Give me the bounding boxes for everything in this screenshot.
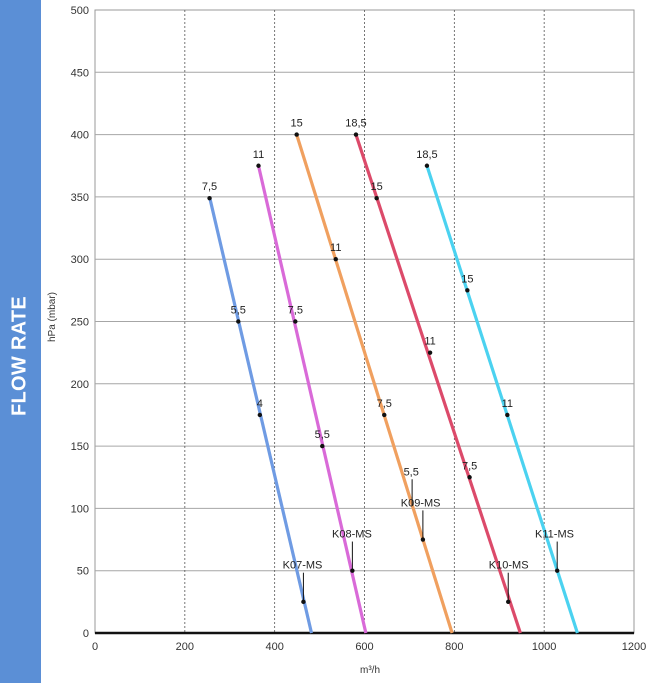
axes: 0 50 100 150 200 250 300 350 400 450 500 0 200 400 600… — [71, 5, 647, 653]
y-tick-label: 200 — [71, 379, 89, 391]
y-axis-title: hPa (mbar) — [47, 292, 58, 342]
data-point — [505, 412, 510, 418]
data-point — [465, 288, 470, 293]
point-label: 7,5 — [377, 398, 392, 410]
x-tick-label: 1200 — [622, 641, 646, 653]
point-label: 15 — [461, 273, 473, 285]
data-point — [424, 163, 430, 168]
series-line-k09-ms — [295, 134, 454, 634]
annotation-label: K09-MS — [401, 497, 441, 509]
labels: 7,5 5,5 4 11 7,5 5,5 15 11 7,5 18,5 15 11 7,5 18,5 15 1… — [202, 118, 574, 602]
section-title: FLOW RATE — [8, 295, 31, 417]
x-tick-label: 600 — [355, 641, 373, 653]
x-tick-label: 800 — [445, 641, 463, 653]
data-point — [467, 475, 472, 480]
x-tick-label: 0 — [92, 641, 98, 653]
flow-rate-chart: 0 50 100 150 200 250 300 350 400 450 500 0 200 400 600… — [47, 5, 647, 676]
x-tick-label: 400 — [265, 641, 283, 653]
point-label: 4 — [257, 398, 263, 410]
series-line-k10-ms — [354, 134, 522, 634]
point-label: 11 — [424, 336, 435, 348]
annotation-label: 5,5 — [404, 466, 419, 478]
y-tick-label: 450 — [71, 67, 89, 79]
data-point — [374, 195, 379, 201]
data-point — [353, 132, 359, 137]
point-label: 11 — [330, 242, 341, 254]
data-point — [293, 319, 298, 324]
annotation-label: K07-MS — [283, 560, 323, 572]
y-tick-label: 300 — [71, 254, 89, 266]
point-label: 5,5 — [315, 429, 330, 441]
y-tick-label: 0 — [83, 628, 89, 640]
data-point — [427, 350, 433, 355]
x-tick-label: 1000 — [532, 641, 556, 653]
y-tick-label: 500 — [71, 5, 89, 17]
data-point — [294, 132, 299, 137]
data-point — [382, 412, 387, 418]
y-tick-label: 150 — [71, 441, 89, 453]
point-label: 5,5 — [231, 305, 246, 317]
annotation-label: K11-MS — [535, 529, 574, 541]
annotation-label: K10-MS — [489, 560, 529, 572]
series-line-k08-ms — [256, 165, 368, 634]
point-label: 7,5 — [462, 460, 477, 472]
x-axis-title: m³/h — [360, 665, 380, 676]
series-line-k11-ms — [425, 165, 579, 634]
y-tick-label: 100 — [71, 503, 89, 515]
point-label: 15 — [371, 181, 383, 193]
data-point — [256, 163, 261, 168]
data-point — [207, 195, 212, 201]
point-label: 11 — [502, 398, 513, 410]
y-tick-label: 250 — [71, 317, 89, 329]
data-point — [320, 443, 325, 449]
y-tick-label: 350 — [71, 192, 89, 204]
point-label: 18,5 — [416, 149, 437, 161]
point-label: 18,5 — [345, 118, 366, 130]
y-tick-label: 400 — [71, 130, 89, 142]
annotation-label: K08-MS — [332, 529, 372, 541]
point-label: 11 — [253, 149, 264, 161]
point-label: 15 — [291, 118, 303, 130]
data-point — [333, 257, 338, 262]
point-label: 7,5 — [202, 181, 217, 193]
data-point — [236, 319, 241, 324]
side-band — [0, 0, 41, 683]
x-tick-label: 200 — [176, 641, 194, 653]
data-point — [257, 412, 263, 418]
y-tick-label: 50 — [77, 566, 89, 578]
series — [207, 132, 579, 634]
point-label: 7,5 — [288, 305, 303, 317]
